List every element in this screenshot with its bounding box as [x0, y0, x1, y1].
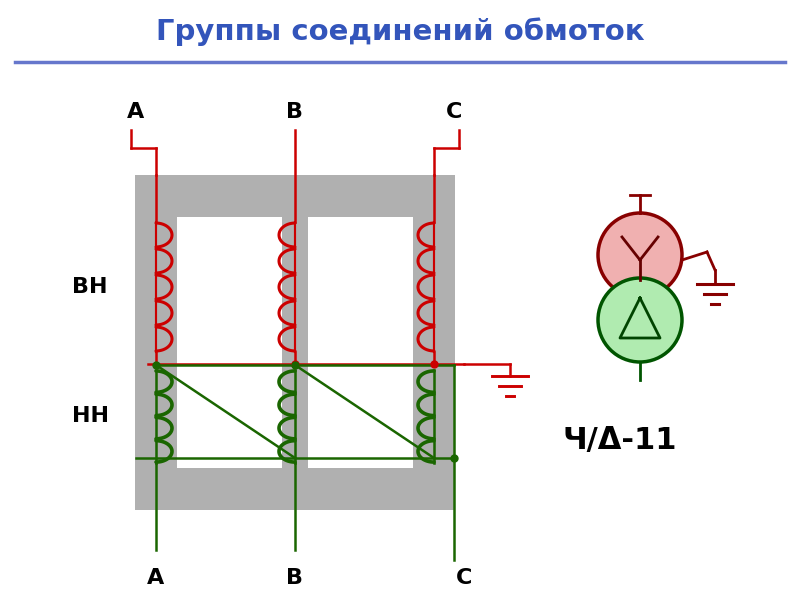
Circle shape [598, 278, 682, 362]
Text: A: A [147, 568, 165, 588]
Text: A: A [127, 102, 145, 122]
Circle shape [598, 213, 682, 297]
Bar [177, 217, 282, 468]
Text: Ч/Δ-11: Ч/Δ-11 [562, 425, 678, 455]
Text: Группы соединений обмоток: Группы соединений обмоток [156, 17, 644, 46]
Bar [282, 217, 308, 468]
Text: B: B [286, 102, 303, 122]
Bar [135, 175, 455, 510]
Text: ВН: ВН [72, 277, 108, 297]
Bar [308, 217, 413, 468]
Text: C: C [456, 568, 472, 588]
Text: B: B [286, 568, 303, 588]
Text: C: C [446, 102, 462, 122]
Text: НН: НН [71, 406, 109, 426]
